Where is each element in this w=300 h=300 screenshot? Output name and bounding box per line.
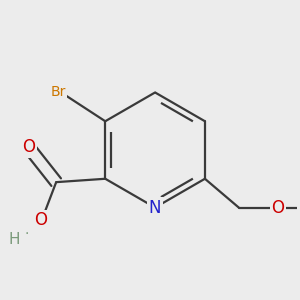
- Text: H: H: [8, 232, 20, 247]
- Text: N: N: [149, 199, 161, 217]
- Text: ·: ·: [25, 226, 29, 241]
- Text: Br: Br: [50, 85, 66, 99]
- Text: O: O: [22, 138, 36, 156]
- Text: O: O: [271, 199, 284, 217]
- Text: O: O: [34, 212, 47, 230]
